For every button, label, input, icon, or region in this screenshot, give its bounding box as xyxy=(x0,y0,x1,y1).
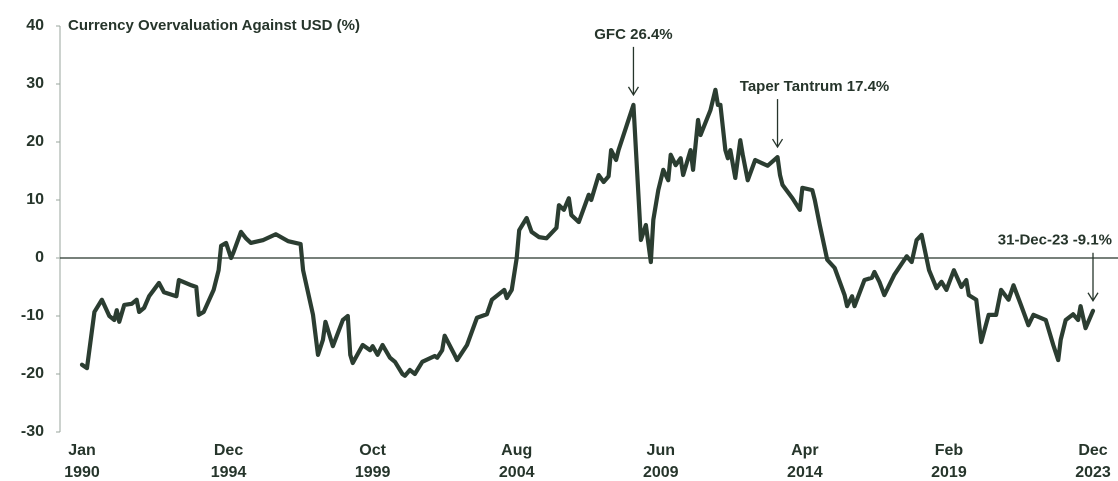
y-tick-label: 40 xyxy=(26,17,44,34)
x-tick-label: Jun xyxy=(647,442,675,459)
x-tick-label: Dec xyxy=(1078,442,1107,459)
x-tick-label: 2009 xyxy=(643,464,679,481)
chart-title: Currency Overvaluation Against USD (%) xyxy=(68,17,360,34)
y-tick-label: 30 xyxy=(26,75,44,92)
y-tick-label: -10 xyxy=(21,307,44,324)
x-tick-label: 1990 xyxy=(64,464,100,481)
y-tick-label: -20 xyxy=(21,365,44,382)
x-tick-label: 1994 xyxy=(211,464,247,481)
y-tick-label: -30 xyxy=(21,423,44,440)
annotation: 31-Dec-23 -9.1% xyxy=(998,232,1112,249)
x-tick-label: 2023 xyxy=(1075,464,1111,481)
x-tick-label: 2019 xyxy=(931,464,967,481)
x-tick-label: Feb xyxy=(935,442,964,459)
x-tick-label: Oct xyxy=(359,442,386,459)
y-tick-label: 10 xyxy=(26,191,44,208)
x-tick-label: Aug xyxy=(501,442,532,459)
y-tick-label: 20 xyxy=(26,133,44,150)
x-tick-label: Apr xyxy=(791,442,819,459)
annotation-arrowhead xyxy=(627,86,640,97)
x-tick-label: 2004 xyxy=(499,464,535,481)
x-tick-label: Jan xyxy=(68,442,96,459)
x-tick-label: Dec xyxy=(214,442,243,459)
x-tick-label: 2014 xyxy=(787,464,823,481)
annotation-arrowhead xyxy=(771,138,784,149)
line-series xyxy=(79,87,1096,378)
annotation: GFC 26.4% xyxy=(594,26,672,43)
y-tick-label: 0 xyxy=(35,249,44,266)
x-tick-label: 1999 xyxy=(355,464,391,481)
annotation: Taper Tantrum 17.4% xyxy=(740,78,890,95)
annotation-arrowhead xyxy=(1087,292,1099,303)
